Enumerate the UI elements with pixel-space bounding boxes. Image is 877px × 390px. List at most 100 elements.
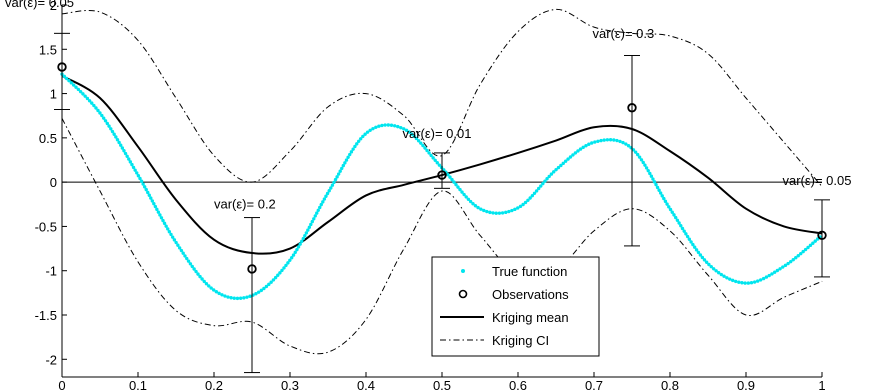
true-function-point: [267, 282, 271, 287]
true-function-point: [67, 78, 71, 83]
true-function-point: [312, 217, 316, 221]
true-function-point: [740, 281, 744, 285]
true-function-point: [284, 263, 288, 268]
true-function-point: [156, 210, 161, 214]
true-function-point: [602, 138, 606, 142]
true-function-point: [796, 254, 800, 258]
true-function-point: [652, 180, 657, 184]
true-function-point: [348, 152, 352, 157]
true-function-point: [657, 188, 661, 192]
true-function-point: [407, 130, 411, 134]
true-function-point: [170, 235, 175, 239]
true-function-point: [356, 139, 361, 143]
true-function-point: [152, 202, 156, 206]
variance-annotation: var(ε)= 0.2: [214, 197, 276, 212]
true-function-point: [513, 207, 517, 212]
true-function-point: [618, 139, 622, 144]
true-function-point: [330, 183, 335, 187]
true-function-point: [452, 180, 456, 184]
true-function-point: [341, 163, 346, 168]
x-tick-label: 0: [58, 378, 65, 390]
true-function-point: [696, 250, 701, 255]
true-function-point: [808, 243, 813, 248]
true-function-point: [778, 267, 782, 271]
true-function-point: [223, 294, 227, 298]
true-function-point: [621, 140, 625, 145]
true-function-point: [576, 149, 580, 153]
true-function-point: [322, 197, 327, 201]
true-function-point: [271, 278, 276, 282]
true-function-point: [532, 191, 537, 195]
true-function-point: [368, 128, 372, 133]
true-function-point: [162, 221, 167, 226]
true-function-point: [161, 218, 165, 223]
true-function-point: [700, 255, 705, 260]
variance-annotation: var(ε)= 0.05: [5, 0, 74, 10]
true-function-point: [528, 196, 532, 200]
true-function-point: [338, 169, 342, 173]
true-function-point: [136, 173, 141, 178]
true-function-point: [69, 81, 74, 85]
true-function-point: [559, 163, 563, 168]
true-function-point: [380, 123, 384, 128]
true-function-point: [549, 172, 554, 176]
true-function-point: [64, 76, 69, 81]
true-function-point: [521, 202, 525, 207]
true-function-point: [541, 181, 545, 186]
true-function-point: [680, 226, 685, 231]
true-function-point: [679, 224, 683, 228]
true-function-point: [329, 186, 333, 190]
kriging-ci-lower-line: [61, 118, 823, 355]
true-function-point: [749, 281, 754, 285]
true-function-point: [648, 171, 652, 176]
true-function-point: [346, 155, 350, 159]
true-function-point: [158, 213, 162, 217]
true-function-point: [167, 229, 172, 234]
true-function-point: [471, 202, 475, 206]
true-function-point: [90, 101, 94, 105]
true-function-point: [581, 145, 585, 150]
y-tick-label: 0: [50, 175, 57, 190]
true-function-point: [324, 194, 328, 198]
x-tick-label: 0.2: [205, 378, 223, 390]
true-function-point: [164, 224, 168, 228]
y-tick-label: 2: [50, 0, 57, 13]
true-function-point: [539, 184, 543, 188]
true-function-point: [179, 248, 184, 253]
true-function-point: [238, 296, 243, 300]
true-function-point: [177, 246, 182, 250]
true-function-point: [110, 129, 115, 134]
true-function-point: [386, 123, 391, 127]
true-function-point: [125, 154, 129, 158]
true-function-point: [276, 273, 280, 277]
y-tick-label: 1: [50, 87, 57, 102]
true-function-point: [207, 284, 211, 288]
true-function-point: [340, 166, 344, 171]
true-function-point: [325, 191, 330, 196]
true-function-point: [596, 139, 600, 143]
true-function-point: [547, 174, 551, 179]
true-function-point: [608, 138, 613, 142]
true-function-point: [450, 177, 454, 182]
true-function-point: [174, 240, 178, 245]
true-function-point: [675, 218, 680, 222]
legend-observations-marker: [458, 289, 468, 299]
true-function-point: [427, 151, 431, 155]
true-function-point: [83, 94, 87, 98]
true-function-point: [806, 245, 810, 250]
true-function-point: [138, 176, 142, 181]
true-function-point: [719, 272, 724, 277]
true-function-point: [226, 295, 230, 299]
true-function-point: [702, 258, 707, 262]
true-function-point: [336, 172, 341, 176]
error-bar: [624, 54, 640, 247]
true-function-point: [211, 288, 216, 292]
true-function-point: [209, 286, 213, 290]
true-function-point: [98, 111, 102, 115]
plot-area: [54, 8, 830, 374]
true-function-point: [396, 124, 400, 129]
true-function-point: [71, 83, 76, 87]
true-function-point: [462, 192, 466, 197]
true-function-point: [112, 132, 116, 136]
true-function-point: [770, 272, 774, 276]
